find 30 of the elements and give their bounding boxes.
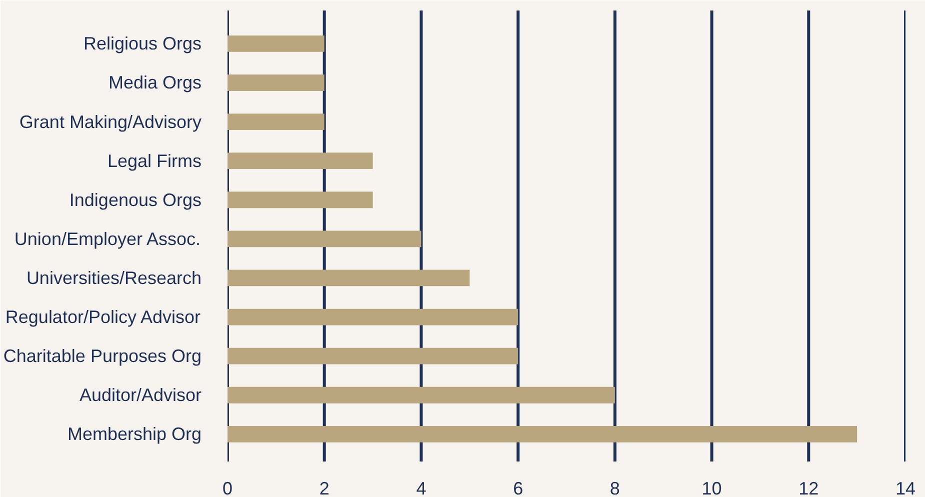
x-tick-label: 4 <box>416 478 426 497</box>
bar <box>228 192 373 208</box>
bar <box>228 386 615 404</box>
bar <box>228 270 470 286</box>
bar <box>228 348 518 364</box>
x-tick-label: 14 <box>895 478 916 497</box>
y-tick-label: Indigenous Orgs <box>69 190 202 210</box>
y-tick-label: Universities/Research <box>26 268 202 288</box>
y-tick-label: Union/Employer Assoc. <box>14 228 201 249</box>
x-tick-label: 10 <box>702 478 722 497</box>
x-tick-label: 2 <box>319 478 330 497</box>
bar <box>228 308 518 326</box>
y-tick-label: Regulator/Policy Advisor <box>5 307 201 328</box>
bar <box>228 230 422 248</box>
bar <box>228 114 324 130</box>
bar <box>228 152 373 170</box>
bar <box>228 35 324 52</box>
y-tick-label: Grant Making/Advisory <box>19 112 202 132</box>
bar <box>228 426 858 442</box>
y-tick-label: Religious Orgs <box>83 34 202 54</box>
x-tick-label: 12 <box>798 478 819 497</box>
y-tick-label: Auditor/Advisor <box>79 385 202 406</box>
bar <box>228 74 324 91</box>
y-tick-label: Charitable Purposes Org <box>3 346 202 366</box>
y-tick-label: Membership Org <box>67 424 202 444</box>
y-tick-label: Media Orgs <box>108 72 202 93</box>
x-tick-label: 0 <box>222 478 233 497</box>
y-tick-label: Legal Firms <box>107 150 202 171</box>
x-tick-label: 6 <box>513 478 524 497</box>
x-tick-label: 8 <box>610 478 620 497</box>
